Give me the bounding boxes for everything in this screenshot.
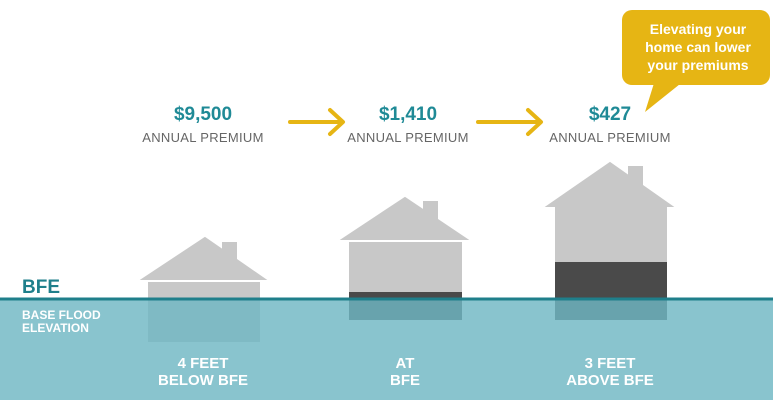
bfe-description-line-1: BASE FLOOD — [22, 308, 101, 322]
premium-price-above: $427 — [588, 104, 632, 125]
arrow-icon — [476, 108, 543, 136]
premium-label-below: ANNUAL PREMIUM — [142, 130, 264, 145]
callout-bubble — [622, 10, 770, 112]
caption-below-line-1: 4 FEET — [177, 355, 229, 372]
flood-water — [0, 299, 773, 400]
bfe-description: BASE FLOOD ELEVATION — [22, 309, 132, 335]
caption-at-line-1: AT — [395, 355, 415, 372]
premium-price-below: $9,500 — [173, 104, 233, 125]
premium-label-at: ANNUAL PREMIUM — [347, 130, 469, 145]
caption-below-line-2: BELOW BFE — [158, 372, 248, 389]
premium-label-above: ANNUAL PREMIUM — [549, 130, 671, 145]
caption-above-bfe: 3 FEET ABOVE BFE — [530, 355, 690, 389]
caption-below-bfe: 4 FEET BELOW BFE — [123, 355, 283, 389]
callout-text: Elevating your home can lower your premi… — [628, 20, 768, 74]
bfe-label: BFE — [22, 277, 60, 298]
callout-line-1: Elevating your — [649, 21, 747, 37]
caption-above-line-2: ABOVE BFE — [566, 372, 654, 389]
caption-at-line-2: BFE — [390, 372, 420, 389]
bfe-description-line-2: ELEVATION — [22, 321, 89, 335]
caption-at-bfe: AT BFE — [325, 355, 485, 389]
house-above-bfe-icon — [541, 158, 678, 320]
premium-price-at: $1,410 — [378, 104, 438, 125]
caption-above-line-1: 3 FEET — [584, 355, 636, 372]
callout-line-2: home can lower — [645, 39, 751, 55]
arrow-icon — [288, 108, 345, 136]
callout-line-3: your premiums — [647, 57, 749, 73]
